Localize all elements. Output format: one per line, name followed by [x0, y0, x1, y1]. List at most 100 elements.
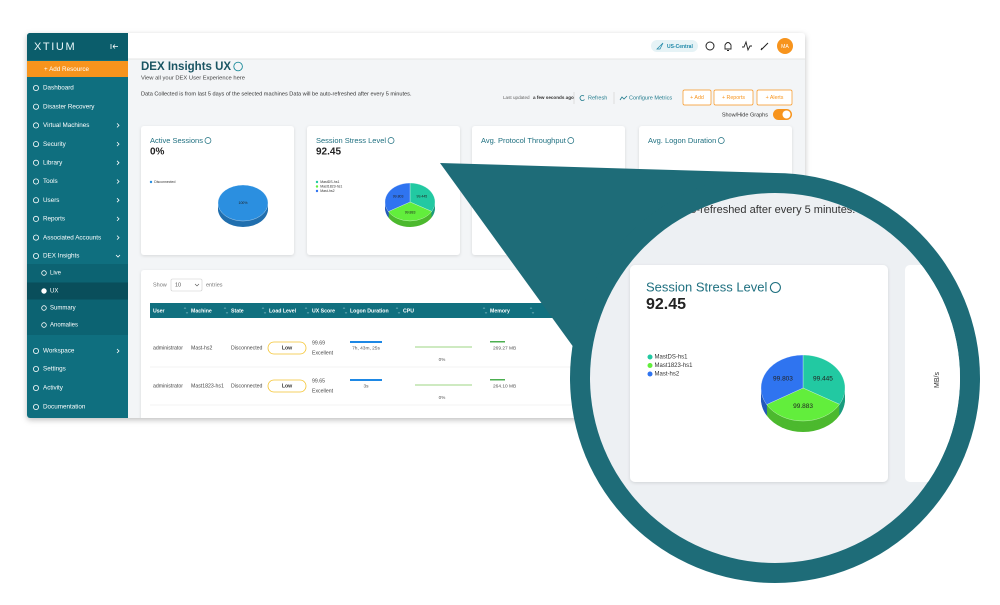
- nav-item[interactable]: Associated Accounts: [43, 234, 101, 241]
- chevron: [116, 235, 120, 240]
- nav-item[interactable]: Activity: [43, 385, 64, 392]
- legend-marker: [315, 185, 319, 188]
- nav-sub-item[interactable]: Summary: [50, 306, 76, 312]
- metric-card: Active Sessions 0%: [141, 126, 294, 255]
- zoom-info-icon[interactable]: [769, 281, 781, 294]
- column-header[interactable]: Machine: [191, 308, 212, 314]
- nav-icon: [33, 85, 40, 92]
- collapse-icon[interactable]: [110, 44, 118, 49]
- nav-icon: [33, 122, 40, 129]
- legend-label[interactable]: MastDS-hs1: [320, 180, 339, 184]
- card-title: Avg. Protocol Throughput: [481, 136, 567, 145]
- legend-marker: [149, 180, 153, 184]
- nav-item[interactable]: Dashboard: [43, 85, 74, 92]
- sort-icon: [304, 307, 310, 314]
- card-title: Active Sessions: [150, 136, 203, 145]
- memory-bar: [490, 341, 505, 343]
- nav-icon: [33, 141, 40, 148]
- nav-item[interactable]: Documentation: [43, 404, 86, 411]
- sort-icon: [529, 307, 535, 314]
- page-size-value: 10: [175, 282, 181, 288]
- card-title: Avg. Logon Duration: [648, 136, 716, 145]
- bell-icon[interactable]: [724, 42, 732, 51]
- legend-marker: [647, 371, 653, 377]
- table-entries-label: entries: [206, 282, 223, 288]
- logo: XTIUM: [34, 41, 76, 53]
- nav-icon: [33, 215, 40, 222]
- avatar[interactable]: [777, 38, 793, 54]
- nav-sub-item[interactable]: Live: [50, 271, 62, 277]
- card-title: Session Stress Level: [316, 136, 386, 145]
- nav-item[interactable]: Reports: [43, 216, 65, 223]
- info-icon[interactable]: [567, 137, 575, 144]
- legend-label[interactable]: Mast1823-hs1: [655, 363, 694, 369]
- nav-item[interactable]: Security: [43, 141, 67, 148]
- cell-ux-score: 99.69: [312, 340, 325, 346]
- legend-marker: [315, 189, 319, 193]
- legend-label[interactable]: Disconnected: [154, 180, 175, 184]
- nav-icon: [41, 322, 47, 328]
- column-header[interactable]: Memory: [490, 308, 510, 314]
- nav-item[interactable]: Workspace: [43, 348, 75, 355]
- last-updated-label: Last updated: [503, 95, 530, 100]
- column-header[interactable]: Load Level: [269, 308, 297, 314]
- cell-cpu: 0%: [439, 395, 446, 400]
- pie-value-label: 99.883: [793, 403, 813, 410]
- pie-value-label: 99.445: [417, 195, 428, 199]
- memory-bar: [490, 379, 505, 381]
- nav-item[interactable]: DEX Insights: [43, 253, 79, 260]
- cell-machine: Mast1823-hs1: [191, 383, 224, 389]
- legend-label[interactable]: MastDS-hs1: [655, 355, 689, 361]
- select-chevron: [194, 283, 200, 287]
- activity-icon[interactable]: [742, 40, 752, 52]
- cell-memory: 264.10 MB: [493, 383, 516, 389]
- column-header[interactable]: State: [231, 308, 244, 314]
- nav-item[interactable]: Library: [43, 159, 63, 166]
- nav-sub-item[interactable]: Anomalies: [50, 323, 78, 329]
- table-show-label: Show: [153, 282, 167, 288]
- action-button[interactable]: [682, 89, 712, 106]
- chevron: [116, 197, 120, 203]
- legend-label[interactable]: Mast-hs2: [320, 189, 334, 193]
- zoom-next-card: [905, 265, 960, 482]
- legend-label[interactable]: Mast-hs2: [655, 372, 680, 378]
- nav-sub-item[interactable]: UX: [50, 289, 58, 295]
- nav-item[interactable]: Disaster Recovery: [43, 103, 95, 110]
- pie-slice: [766, 387, 840, 422]
- chevron: [116, 216, 120, 222]
- magnified-view: auto-refreshed after every 5 minutes. Ses…: [590, 193, 960, 563]
- column-header[interactable]: User: [153, 308, 165, 314]
- cell-user: administrator: [153, 383, 183, 389]
- info-icon[interactable]: [204, 137, 212, 144]
- add-resource-label: + Add Resource: [44, 66, 89, 73]
- action-button[interactable]: [713, 89, 754, 106]
- sort-icon: [223, 307, 229, 314]
- refresh-notice: Data Collected is from last 5 days of th…: [141, 91, 412, 97]
- legend-label[interactable]: Mast1823-hs1: [320, 184, 342, 188]
- info-icon[interactable]: [387, 137, 395, 144]
- active-nav-highlight: [27, 282, 128, 300]
- pie-slice: [388, 201, 432, 222]
- nav-icon: [41, 270, 47, 276]
- column-header[interactable]: UX Score: [312, 308, 335, 314]
- info-icon[interactable]: [717, 137, 725, 144]
- sort-icon: [342, 307, 348, 314]
- add-resource-button[interactable]: [27, 61, 128, 77]
- card-background: [141, 126, 294, 255]
- page-size-select[interactable]: [170, 278, 203, 292]
- nav-item[interactable]: Virtual Machines: [43, 122, 89, 129]
- nav-item[interactable]: Tools: [43, 178, 58, 185]
- pen-icon[interactable]: [760, 42, 769, 51]
- nav-item[interactable]: Settings: [43, 366, 66, 373]
- column-header[interactable]: Logon Duration: [350, 308, 389, 314]
- sidebar: [27, 33, 128, 418]
- help-icon[interactable]: [705, 41, 715, 51]
- zoom-axis-unit: MB/s: [934, 372, 941, 388]
- configure-metrics-button[interactable]: Configure Metrics: [629, 95, 672, 101]
- nav-item[interactable]: Users: [43, 197, 59, 204]
- action-button[interactable]: [756, 89, 793, 106]
- column-header[interactable]: CPU: [403, 308, 414, 314]
- zoom-card-value: 92.45: [646, 296, 686, 313]
- title-help-icon[interactable]: [233, 61, 243, 72]
- refresh-button[interactable]: Refresh: [588, 95, 607, 101]
